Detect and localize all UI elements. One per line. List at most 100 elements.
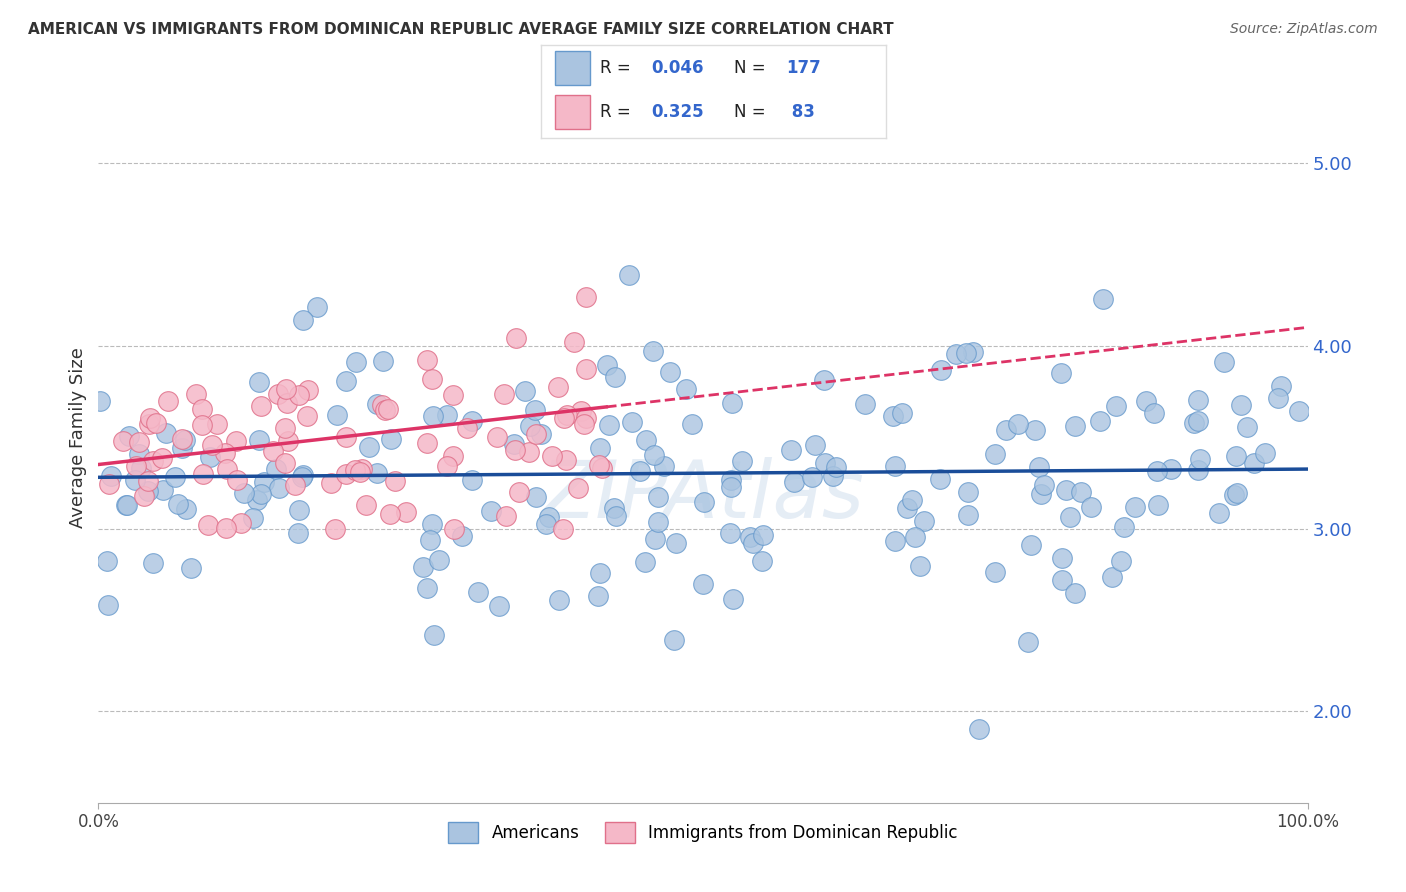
Point [198, 450, 221, 464]
Point [170, 432, 193, 446]
Point [191, 402, 214, 417]
Point [929, 363, 952, 377]
Point [1225, 449, 1247, 463]
Point [505, 331, 527, 345]
Point [420, 516, 443, 531]
Point [575, 362, 598, 376]
Point [813, 456, 835, 470]
Point [374, 402, 396, 417]
Point [662, 632, 685, 647]
Point [884, 458, 907, 473]
Point [184, 386, 207, 401]
Point [326, 408, 349, 422]
Point [266, 387, 288, 401]
Point [1050, 573, 1073, 587]
Point [274, 382, 297, 396]
Text: ZIPAtlas: ZIPAtlas [541, 457, 865, 534]
Point [416, 581, 439, 595]
Point [288, 388, 311, 402]
Point [1213, 355, 1236, 369]
Text: 83: 83 [786, 103, 814, 120]
Point [335, 375, 357, 389]
Point [262, 444, 284, 458]
Point [145, 416, 167, 430]
Point [962, 345, 984, 359]
Point [287, 503, 309, 517]
Point [1123, 500, 1146, 514]
Point [1105, 399, 1128, 413]
Point [284, 477, 307, 491]
Point [292, 312, 315, 326]
Point [536, 517, 558, 532]
Point [456, 421, 478, 435]
Point [246, 492, 269, 507]
Point [1064, 586, 1087, 600]
Point [295, 409, 318, 423]
Point [1050, 551, 1073, 566]
Point [165, 470, 187, 484]
Point [1147, 498, 1170, 512]
Point [1187, 393, 1209, 408]
Point [377, 402, 399, 417]
Point [692, 576, 714, 591]
Point [1059, 510, 1081, 524]
Point [427, 553, 450, 567]
Point [352, 461, 374, 475]
Point [634, 433, 657, 447]
Point [1187, 414, 1209, 428]
Point [422, 409, 444, 424]
Point [903, 530, 925, 544]
Point [1188, 451, 1211, 466]
Point [569, 403, 592, 417]
Point [621, 415, 644, 429]
Point [1160, 461, 1182, 475]
Point [346, 355, 368, 369]
Point [779, 442, 801, 457]
Point [287, 525, 309, 540]
Point [658, 365, 681, 379]
Point [598, 417, 620, 432]
Point [720, 473, 742, 487]
Point [804, 437, 827, 451]
Point [125, 458, 148, 473]
Point [131, 460, 153, 475]
Point [100, 468, 122, 483]
Point [572, 417, 595, 432]
Point [1007, 417, 1029, 432]
Point [628, 464, 651, 478]
Point [718, 525, 741, 540]
Point [366, 397, 388, 411]
Point [1223, 488, 1246, 502]
Point [555, 453, 578, 467]
Point [721, 396, 744, 410]
Point [1230, 398, 1253, 412]
Point [562, 335, 585, 350]
Point [553, 411, 575, 425]
Point [908, 559, 931, 574]
Point [1088, 414, 1111, 428]
Point [721, 591, 744, 606]
Point [139, 411, 162, 425]
Point [1270, 379, 1292, 393]
Point [643, 448, 665, 462]
Point [277, 434, 299, 448]
Point [217, 461, 239, 475]
Point [250, 399, 273, 413]
Point [530, 426, 553, 441]
Point [269, 481, 291, 495]
Point [912, 514, 935, 528]
Point [1288, 404, 1310, 418]
Point [1114, 519, 1136, 533]
Bar [555, 95, 589, 129]
Point [384, 475, 406, 489]
Point [751, 554, 773, 568]
Point [595, 358, 617, 372]
Point [1142, 406, 1164, 420]
Point [142, 454, 165, 468]
Point [1208, 506, 1230, 520]
Point [591, 461, 613, 475]
Point [1187, 462, 1209, 476]
Point [174, 501, 197, 516]
Point [441, 388, 464, 402]
Point [1101, 570, 1123, 584]
